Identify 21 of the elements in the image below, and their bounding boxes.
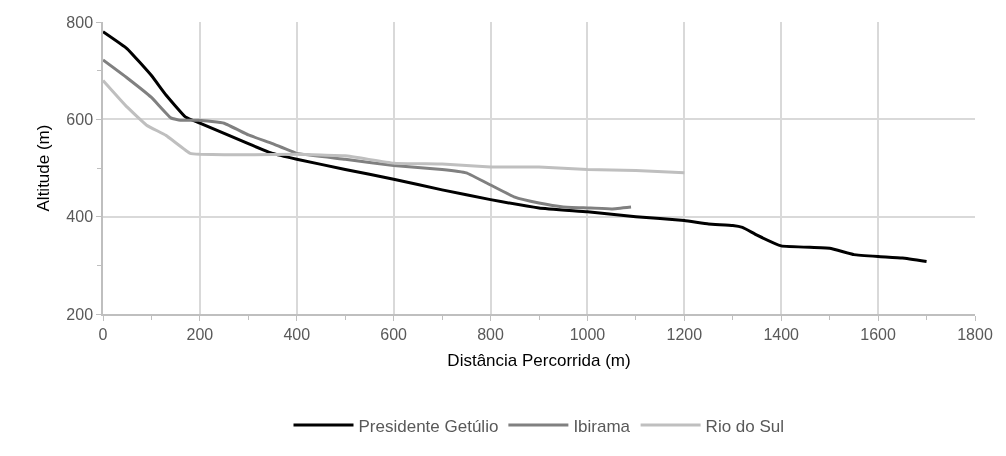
line-series: [103, 30, 929, 263]
x-tick-label: 1600: [860, 325, 897, 343]
y-tick-label: 800: [66, 13, 94, 31]
line-series: [103, 58, 633, 211]
x-tick-label: 0: [98, 325, 108, 343]
legend-label: Rio do Sul: [705, 416, 785, 436]
x-tick-label: 1800: [957, 325, 993, 343]
y-tick-label: 400: [66, 208, 94, 226]
x-tick-label: 1400: [763, 325, 800, 343]
legend-label: Presidente Getúlio: [358, 416, 499, 436]
x-tick-label: 1000: [569, 325, 606, 343]
x-tick-label: 1200: [666, 325, 703, 343]
legend-label: Ibirama: [573, 416, 631, 436]
x-tick-label: 400: [283, 325, 311, 343]
x-tick-label: 600: [380, 325, 408, 343]
x-tick-label: 800: [477, 325, 505, 343]
y-tick-label: 200: [66, 305, 94, 323]
y-tick-label: 600: [66, 110, 94, 128]
x-tick-label: 200: [186, 325, 214, 343]
y-axis-title: Altitude (m): [34, 124, 54, 212]
x-axis-title: Distância Percorrida (m): [447, 350, 631, 370]
